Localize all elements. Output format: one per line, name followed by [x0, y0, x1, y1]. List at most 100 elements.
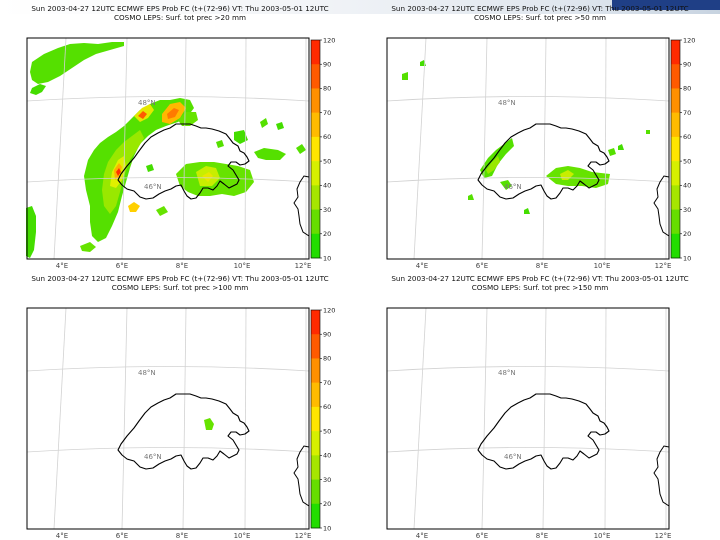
graticule-line — [413, 307, 427, 530]
colorbar-swatch — [311, 209, 320, 235]
colorbar-tick-label: 60 — [323, 133, 331, 141]
map-canvas: 48°N 46°N 4°E 6°E 8°E 10°E 12°E 120 90 80 70 60 50 40… — [26, 36, 335, 270]
panel-title-line2: COSMO LEPS: Surf. tot prec >20 mm — [114, 13, 246, 22]
graticule-line — [386, 447, 670, 453]
map-frame — [26, 307, 310, 530]
lon-label: 8°E — [176, 262, 188, 270]
colorbar-tick-label: 70 — [323, 109, 331, 117]
precip-area — [116, 168, 121, 176]
lon-label: 6°E — [116, 532, 128, 540]
lon-label: 4°E — [416, 262, 428, 270]
colorbar-tick-label: 70 — [323, 379, 331, 387]
lat-label-46: 46°N — [504, 183, 522, 191]
graticule-line — [244, 37, 247, 260]
lat-label-46: 46°N — [504, 453, 522, 461]
precip-area — [216, 140, 224, 148]
panel-title-line1: Sun 2003-04-27 12UTC ECMWF EPS Prob FC (… — [31, 4, 329, 13]
precip-area — [500, 180, 512, 190]
precip-probability-areas — [26, 42, 306, 258]
colorbar-swatch — [671, 185, 680, 210]
colorbar-tick-label: 40 — [323, 452, 331, 460]
graticule-line — [53, 307, 67, 530]
lon-label: 6°E — [116, 262, 128, 270]
colorbar-swatch — [311, 136, 320, 162]
colorbar-swatch — [671, 136, 680, 162]
colorbar-swatch — [671, 161, 680, 186]
lon-label: 4°E — [56, 262, 68, 270]
colorbar-tick-label: 60 — [683, 133, 691, 141]
graticule-line — [542, 307, 547, 530]
colorbar-swatch — [311, 382, 320, 408]
precip-area — [618, 144, 624, 150]
graticule-line — [26, 447, 310, 453]
precip-area — [468, 194, 474, 200]
colorbar-tick-label: 20 — [323, 500, 331, 508]
lon-label: 10°E — [234, 532, 251, 540]
precip-area — [260, 118, 268, 128]
panel-prob-100mm: Sun 2003-04-27 12UTC ECMWF EPS Prob FC (… — [0, 270, 360, 540]
coastline — [653, 175, 670, 237]
map-area — [387, 38, 669, 259]
lat-label-46: 46°N — [144, 183, 162, 191]
colorbar-frame — [310, 39, 321, 259]
precip-probability-areas — [204, 418, 214, 430]
precip-area — [80, 242, 96, 252]
map-frame — [26, 37, 310, 260]
precip-area — [402, 72, 408, 80]
lat-label-48: 48°N — [498, 369, 516, 377]
precip-area — [26, 206, 36, 258]
precip-area — [146, 164, 154, 172]
lon-label: 8°E — [536, 532, 548, 540]
colorbar-tick-label: 50 — [323, 427, 331, 435]
colorbar: 120 90 80 70 60 50 40 30 20 10 — [670, 36, 695, 262]
colorbar-swatch — [311, 64, 320, 89]
colorbar-frame — [670, 39, 681, 259]
precip-area — [138, 111, 147, 119]
graticule-line — [182, 37, 187, 260]
panel-title-line2: COSMO LEPS: Surf. tot prec >50 mm — [474, 13, 606, 22]
coastline — [293, 175, 310, 237]
colorbar-tick-label: 40 — [323, 182, 331, 190]
colorbar-tick-label: 120 — [323, 36, 335, 44]
map-frame — [386, 37, 670, 260]
panel-title-line2: COSMO LEPS: Surf. tot prec >150 mm — [471, 283, 609, 292]
map-frame — [386, 307, 670, 530]
colorbar-tick-label: 30 — [323, 476, 331, 484]
precip-area — [156, 206, 168, 216]
panel-title-line2: COSMO LEPS: Surf. tot prec >100 mm — [111, 283, 249, 292]
lon-label: 10°E — [594, 532, 611, 540]
map-canvas: 48°N 46°N 4°E 6°E 8°E 10°E 12°E 120 90 80 70 60 50 40… — [26, 306, 335, 540]
panel-title-line1: Sun 2003-04-27 12UTC ECMWF EPS Prob FC (… — [31, 274, 329, 283]
colorbar-swatch — [311, 406, 320, 432]
map-canvas: 48°N 46°N 4°E 6°E 8°E 10°E 12°E 120 90 80 70 60 50 40… — [386, 36, 695, 270]
lon-label: 12°E — [655, 532, 672, 540]
colorbar-tick-label: 50 — [683, 157, 691, 165]
colorbar-tick-label: 90 — [323, 61, 331, 69]
colorbar-tick-label: 10 — [323, 524, 331, 532]
panel-title-line1: Sun 2003-04-27 12UTC ECMWF EPS Prob FC (… — [391, 4, 689, 13]
lon-label: 8°E — [176, 532, 188, 540]
colorbar-swatch — [671, 88, 680, 113]
graticule-line — [481, 37, 488, 260]
colorbar-tick-label: 80 — [683, 85, 691, 93]
colorbar-swatch — [671, 112, 680, 138]
map-area — [27, 308, 309, 529]
colorbar-swatch — [311, 455, 320, 480]
precip-area — [608, 148, 616, 156]
graticule-line — [386, 177, 670, 183]
colorbar-swatch — [311, 40, 320, 65]
lon-label: 4°E — [416, 532, 428, 540]
colorbar-tick-label: 40 — [683, 182, 691, 190]
precip-area — [30, 42, 124, 84]
lon-label: 8°E — [536, 262, 548, 270]
graticule-line — [244, 307, 247, 530]
colorbar-swatch — [311, 161, 320, 186]
colorbar-tick-label: 90 — [683, 61, 691, 69]
colorbar-swatch — [671, 64, 680, 89]
switzerland-border — [117, 123, 250, 200]
precip-area — [178, 112, 198, 126]
colorbar-swatch — [311, 358, 320, 383]
colorbar-tick-label: 20 — [683, 230, 691, 238]
graticule-line — [53, 37, 67, 260]
graticule-line — [604, 307, 607, 530]
